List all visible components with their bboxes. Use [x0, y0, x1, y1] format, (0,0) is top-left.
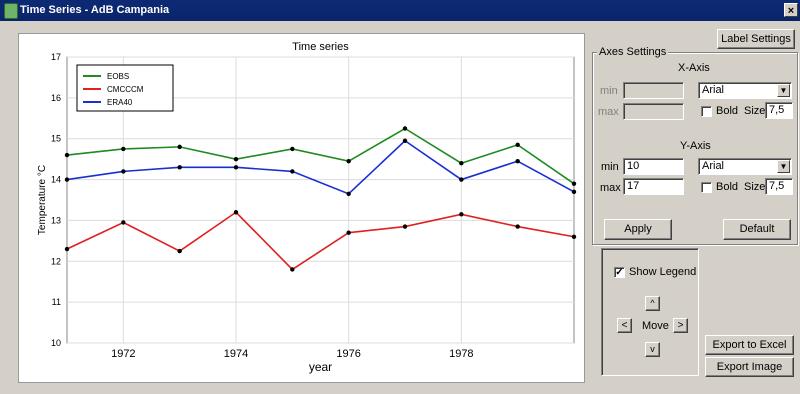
y-font-value: Arial	[702, 160, 725, 172]
data-point	[346, 158, 351, 164]
y-min-input[interactable]: 10	[623, 158, 684, 175]
data-point	[459, 177, 464, 182]
x-tick-label: 1978	[449, 348, 473, 360]
data-point	[290, 169, 295, 174]
y-bold-label: Bold	[716, 181, 739, 193]
y-tick-label: 17	[51, 52, 61, 62]
x-tick-label: 1972	[111, 348, 135, 360]
x-bold-checkbox[interactable]	[701, 106, 712, 117]
y-size-label: Size	[744, 181, 766, 193]
data-point	[515, 142, 520, 148]
y-tick-label: 10	[51, 338, 61, 348]
data-point	[177, 144, 182, 150]
data-point	[177, 165, 182, 170]
axes-settings-group	[592, 52, 798, 245]
data-point	[64, 246, 70, 252]
data-point	[290, 146, 295, 152]
x-min-label: min	[600, 85, 618, 97]
data-point	[459, 212, 464, 217]
data-point	[64, 177, 70, 182]
y-min-label: min	[601, 161, 619, 173]
x-bold-label: Bold	[716, 105, 739, 117]
label-settings-button[interactable]: Label Settings	[717, 29, 795, 49]
window-titlebar: Time Series - AdB Campania ×	[0, 0, 800, 21]
x-size-label: Size	[744, 105, 766, 117]
y-tick-label: 11	[52, 297, 61, 307]
data-point	[233, 210, 239, 215]
y-axis-label: Temperature °C	[37, 165, 48, 235]
data-point	[177, 248, 182, 254]
series-line-cmcccm	[66, 211, 575, 271]
y-font-select[interactable]: Arial ▼	[698, 158, 792, 175]
axes-settings-label: Axes Settings	[597, 46, 669, 58]
x-tick-label: 1974	[224, 348, 248, 360]
data-point	[459, 161, 464, 166]
legend-panel	[601, 248, 699, 376]
app-icon	[4, 3, 18, 19]
y-tick-label: 15	[51, 134, 61, 144]
default-button[interactable]: Default	[723, 219, 791, 240]
y-axis-heading: Y-Axis	[680, 140, 711, 152]
x-max-label: max	[598, 106, 619, 118]
show-legend-label: Show Legend	[629, 266, 697, 278]
x-tick-label: 1976	[336, 348, 360, 360]
series-line-era40	[66, 139, 575, 195]
legend-label: EOBS	[107, 72, 129, 81]
data-point	[346, 230, 351, 235]
data-point	[121, 220, 126, 225]
data-point	[290, 267, 295, 272]
export-image-button[interactable]: Export Image	[705, 357, 794, 377]
x-font-select[interactable]: Arial ▼	[698, 82, 792, 99]
y-tick-label: 16	[51, 93, 61, 103]
x-font-value: Arial	[702, 84, 725, 96]
data-point	[402, 138, 408, 143]
y-max-label: max	[600, 182, 621, 194]
export-excel-button[interactable]: Export to Excel	[705, 335, 794, 355]
legend-label: ERA40	[107, 98, 133, 107]
y-tick-label: 12	[51, 256, 61, 266]
data-point	[402, 126, 408, 131]
data-point	[571, 189, 577, 195]
x-axis-heading: X-Axis	[678, 62, 710, 74]
data-point	[515, 224, 520, 229]
x-axis-label: year	[309, 360, 332, 374]
chart-area: 10 11 12 13 14 15 16 17 1972 1974 1976 1978 Time ser…	[18, 33, 585, 383]
data-point	[233, 156, 239, 162]
move-down-button[interactable]: v	[645, 342, 660, 357]
y-max-input[interactable]: 17	[623, 178, 684, 195]
data-point	[571, 234, 577, 239]
data-point	[121, 169, 126, 174]
show-legend-checkbox[interactable]: ✓	[614, 267, 625, 278]
data-point	[571, 181, 577, 186]
move-label: Move	[642, 320, 669, 332]
time-series-chart: 10 11 12 13 14 15 16 17 1972 1974 1976 1978 Time ser…	[37, 41, 577, 374]
move-left-button[interactable]: <	[617, 318, 632, 333]
data-point	[515, 158, 520, 164]
data-point	[346, 191, 351, 197]
series-line-eobs	[66, 127, 575, 185]
x-min-input[interactable]	[623, 82, 684, 99]
data-point	[121, 146, 126, 152]
window-title: Time Series - AdB Campania	[20, 4, 170, 16]
close-button[interactable]: ×	[784, 3, 798, 17]
data-point	[402, 224, 408, 229]
x-size-input[interactable]: 7,5	[765, 102, 793, 119]
move-right-button[interactable]: >	[673, 318, 688, 333]
data-point	[233, 165, 239, 170]
y-tick-label: 13	[51, 215, 61, 225]
chevron-down-icon[interactable]: ▼	[777, 160, 790, 173]
y-bold-checkbox[interactable]	[701, 182, 712, 193]
y-size-input[interactable]: 7,5	[765, 178, 793, 195]
x-max-input[interactable]	[623, 103, 684, 120]
chart-title: Time series	[292, 41, 349, 53]
move-up-button[interactable]: ^	[645, 296, 660, 311]
legend-label: CMCCCM	[107, 85, 144, 94]
data-point	[64, 152, 70, 158]
apply-button[interactable]: Apply	[604, 219, 672, 240]
y-tick-label: 14	[51, 175, 61, 185]
chevron-down-icon[interactable]: ▼	[777, 84, 790, 97]
